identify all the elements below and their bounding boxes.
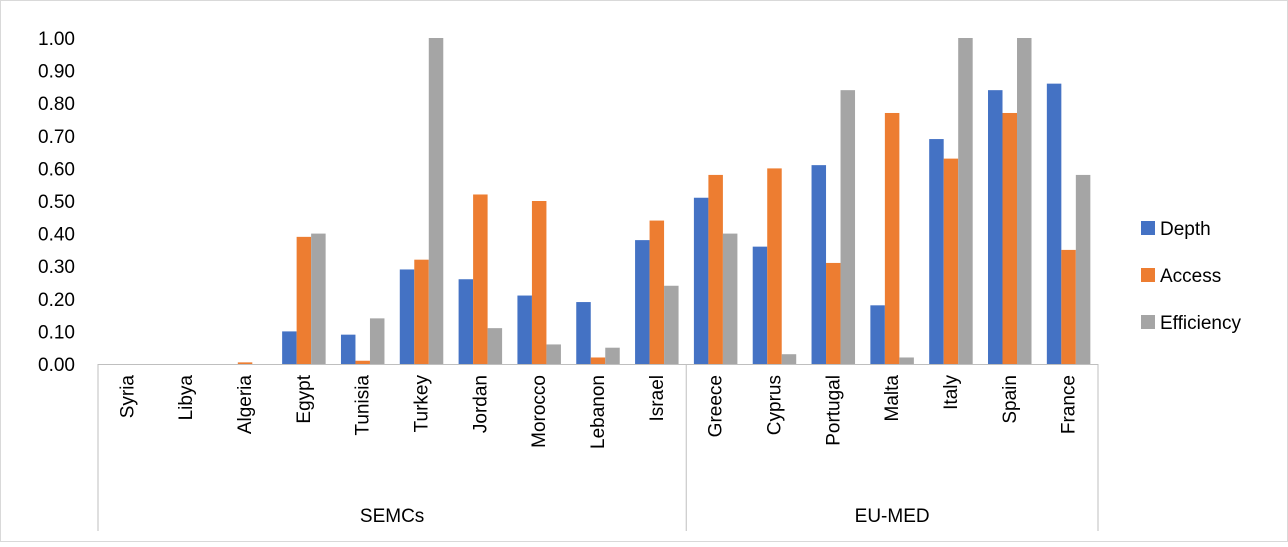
x-tick-label: Greece bbox=[706, 375, 727, 437]
x-tick-label: Malta bbox=[882, 375, 903, 422]
bar-access-morocco bbox=[531, 201, 547, 364]
bar-depth-france bbox=[1046, 83, 1062, 364]
y-tick-label: 0.20 bbox=[38, 290, 75, 311]
bar-depth-morocco bbox=[517, 295, 532, 364]
bar-efficiency-portugal bbox=[840, 90, 856, 364]
bar-access-lebanon bbox=[590, 357, 606, 364]
x-tick-label: Cyprus bbox=[764, 375, 785, 435]
bar-depth-egypt bbox=[282, 331, 297, 364]
x-tick-label: Lebanon bbox=[588, 375, 609, 449]
legend-swatch-access bbox=[1141, 268, 1155, 282]
x-tick-label: Portugal bbox=[823, 375, 844, 446]
bars bbox=[237, 38, 1091, 364]
bar-efficiency-israel bbox=[664, 285, 679, 364]
bar-access-greece bbox=[708, 174, 723, 364]
y-tick-label: 0.10 bbox=[38, 322, 75, 343]
bar-access-algeria bbox=[237, 362, 253, 364]
bar-depth-greece bbox=[693, 197, 709, 364]
bar-efficiency-turkey bbox=[428, 38, 444, 364]
y-tick-label: 0.40 bbox=[38, 225, 75, 246]
bar-depth-jordan bbox=[458, 279, 474, 364]
x-axis: Syria Libya Algeria Egypt Tunisia Turkey Jorda… bbox=[97, 364, 1099, 531]
legend-label-access: Access bbox=[1160, 266, 1221, 287]
bar-depth-italy bbox=[929, 139, 944, 364]
bar-efficiency-morocco bbox=[546, 344, 561, 364]
y-tick-label: 0.90 bbox=[38, 62, 75, 83]
bar-access-portugal bbox=[826, 262, 841, 364]
bar-depth-cyprus bbox=[752, 246, 768, 364]
bar-efficiency-italy bbox=[958, 38, 973, 364]
group-label: EU-MED bbox=[855, 506, 930, 527]
y-tick-label: 0.50 bbox=[38, 192, 75, 213]
bar-efficiency-cyprus bbox=[781, 354, 797, 364]
y-tick-label: 0.80 bbox=[38, 94, 75, 115]
group-label: SEMCs bbox=[360, 506, 424, 527]
legend-label-efficiency: Efficiency bbox=[1160, 313, 1241, 334]
y-tick-label: 0.60 bbox=[38, 159, 75, 180]
bar-depth-tunisia bbox=[340, 334, 356, 364]
bar-access-turkey bbox=[414, 259, 429, 364]
bar-efficiency-jordan bbox=[487, 328, 503, 364]
x-tick-label: Turkey bbox=[412, 375, 433, 433]
bar-depth-spain bbox=[988, 90, 1003, 364]
bar-depth-malta bbox=[870, 305, 885, 364]
bar-depth-turkey bbox=[399, 269, 415, 364]
x-tick-label: France bbox=[1059, 375, 1080, 434]
x-tick-label: Syria bbox=[117, 375, 138, 419]
y-tick-label: 0.00 bbox=[38, 355, 75, 376]
bar-depth-portugal bbox=[811, 165, 827, 364]
bar-efficiency-spain bbox=[1017, 38, 1032, 364]
x-tick-label: Israel bbox=[647, 375, 668, 421]
y-axis: 0.00 0.10 0.20 0.30 0.40 0.50 0.60 0.70 0.80 0.90… bbox=[38, 29, 75, 376]
bar-depth-israel bbox=[635, 240, 650, 364]
legend-label-depth: Depth bbox=[1160, 219, 1211, 240]
bar-access-italy bbox=[943, 158, 959, 364]
y-tick-label: 0.30 bbox=[38, 257, 75, 278]
x-tick-label: Morocco bbox=[529, 375, 550, 448]
bar-access-egypt bbox=[296, 236, 312, 364]
bar-efficiency-greece bbox=[722, 233, 738, 364]
x-tick-label: Algeria bbox=[235, 375, 256, 435]
x-tick-label: Tunisia bbox=[353, 375, 374, 436]
legend-swatch-efficiency bbox=[1141, 315, 1155, 329]
bar-efficiency-france bbox=[1075, 174, 1091, 364]
legend-swatch-depth bbox=[1141, 221, 1155, 235]
legend: Depth Access Efficiency bbox=[1141, 219, 1241, 334]
bar-access-tunisia bbox=[355, 360, 370, 364]
bar-access-cyprus bbox=[767, 168, 782, 364]
x-tick-label: Jordan bbox=[470, 375, 491, 433]
bar-depth-lebanon bbox=[576, 302, 591, 364]
y-tick-label: 0.70 bbox=[38, 127, 75, 148]
bar-access-spain bbox=[1002, 112, 1018, 364]
x-tick-label: Egypt bbox=[294, 374, 315, 423]
bar-efficiency-lebanon bbox=[605, 347, 620, 364]
bar-efficiency-tunisia bbox=[369, 318, 385, 364]
x-tick-label: Libya bbox=[176, 375, 197, 421]
x-tick-label: Spain bbox=[1000, 375, 1021, 424]
bar-efficiency-egypt bbox=[311, 233, 326, 364]
bar-access-france bbox=[1061, 249, 1076, 364]
bar-access-malta bbox=[884, 112, 900, 364]
bar-access-israel bbox=[649, 220, 665, 364]
bar-efficiency-malta bbox=[899, 357, 914, 364]
y-tick-label: 1.00 bbox=[38, 29, 75, 50]
bar-access-jordan bbox=[473, 194, 488, 364]
x-tick-label: Italy bbox=[941, 375, 962, 410]
